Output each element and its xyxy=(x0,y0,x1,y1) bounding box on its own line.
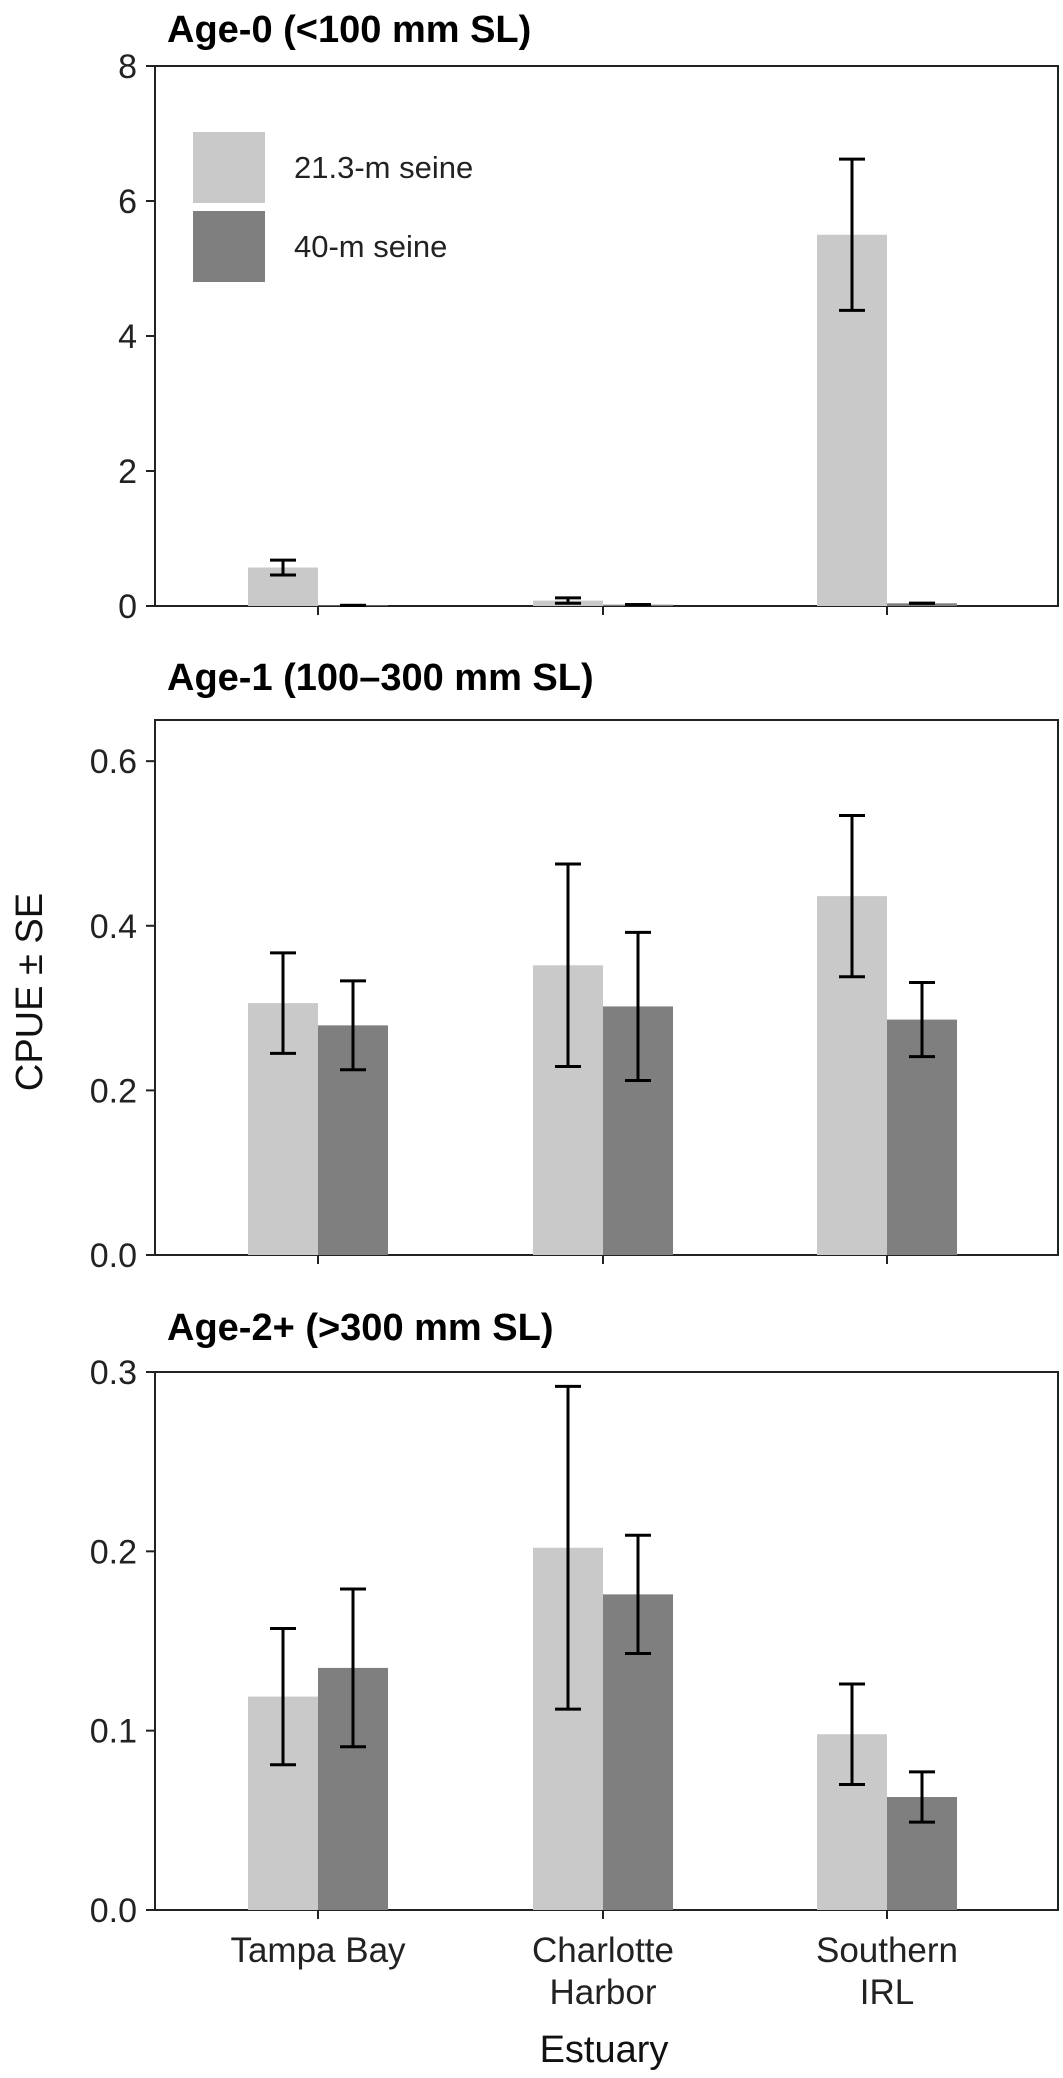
legend-label-21-3m: 21.3-m seine xyxy=(294,150,473,185)
panel-title: Age-1 (100–300 mm SL) xyxy=(167,657,594,699)
error-bar xyxy=(839,813,865,979)
error-bar xyxy=(270,558,296,577)
y-tick-label: 0.0 xyxy=(90,1237,137,1275)
y-tick-label: 6 xyxy=(118,183,137,221)
y-tick-label: 0.2 xyxy=(90,1072,137,1110)
legend-swatch-21-3m xyxy=(193,132,265,203)
bars xyxy=(248,1384,957,1919)
bars xyxy=(248,157,957,615)
legend-label-40m: 40-m seine xyxy=(294,229,447,264)
y-tick-label: 0.3 xyxy=(90,1354,137,1392)
plot-frame xyxy=(154,65,1059,607)
y-tick-label: 8 xyxy=(118,48,137,86)
y-tick-label: 0.4 xyxy=(90,908,137,946)
error-bar xyxy=(340,979,366,1072)
error-bar xyxy=(839,157,865,312)
error-bar xyxy=(839,1682,865,1786)
y-tick-label: 4 xyxy=(118,318,137,356)
error-bar xyxy=(555,596,581,605)
bar xyxy=(887,1019,957,1255)
y-tick-label: 0.0 xyxy=(90,1892,137,1930)
panel-title: Age-2+ (>300 mm SL) xyxy=(167,1307,553,1349)
y-tick-label: 0 xyxy=(118,588,137,626)
x-axis-label: Estuary xyxy=(540,2029,669,2071)
legend: 21.3-m seine 40-m seine xyxy=(193,132,473,282)
y-axis-ticks: 0.0 0.1 0.2 0.3 xyxy=(90,1354,155,1930)
panel-age-0: Age-0 (<100 mm SL) 0 2 4 6 8 21.3-m seine 40… xyxy=(118,9,1059,626)
y-tick-label: 0.2 xyxy=(90,1533,137,1571)
x-axis-ticks: Tampa Bay Charlotte Harbor Southern IRL xyxy=(230,1931,958,2012)
x-tick-label: Charlotte Harbor xyxy=(532,1931,674,2012)
error-bar xyxy=(270,951,296,1055)
error-bar xyxy=(909,1770,935,1824)
y-axis-ticks: 0 2 4 6 8 xyxy=(118,48,155,626)
legend-swatch-40m xyxy=(193,211,265,282)
panel-age-1: Age-1 (100–300 mm SL) 0.0 0.2 0.4 0.6 xyxy=(90,657,1059,1275)
y-axis-label: CPUE ± SE xyxy=(9,893,51,1091)
panel-title: Age-0 (<100 mm SL) xyxy=(167,9,531,51)
y-tick-label: 2 xyxy=(118,453,137,491)
error-bar xyxy=(340,1587,366,1749)
error-bar xyxy=(555,1384,581,1711)
error-bar xyxy=(625,1533,651,1656)
error-bar xyxy=(270,1626,296,1767)
y-axis-ticks: 0.0 0.2 0.4 0.6 xyxy=(90,743,155,1275)
error-bar xyxy=(625,930,651,1083)
x-tick-label: Tampa Bay xyxy=(230,1931,406,1970)
x-tick-label: Southern IRL xyxy=(816,1931,958,2012)
panel-age-2-plus: Age-2+ (>300 mm SL) 0.0 0.1 0.2 0.3 Tampa B… xyxy=(90,1307,1059,2012)
error-bar xyxy=(909,981,935,1059)
bars xyxy=(248,813,957,1264)
error-bar xyxy=(555,862,581,1069)
y-tick-label: 0.6 xyxy=(90,743,137,781)
y-tick-label: 0.1 xyxy=(90,1713,137,1751)
